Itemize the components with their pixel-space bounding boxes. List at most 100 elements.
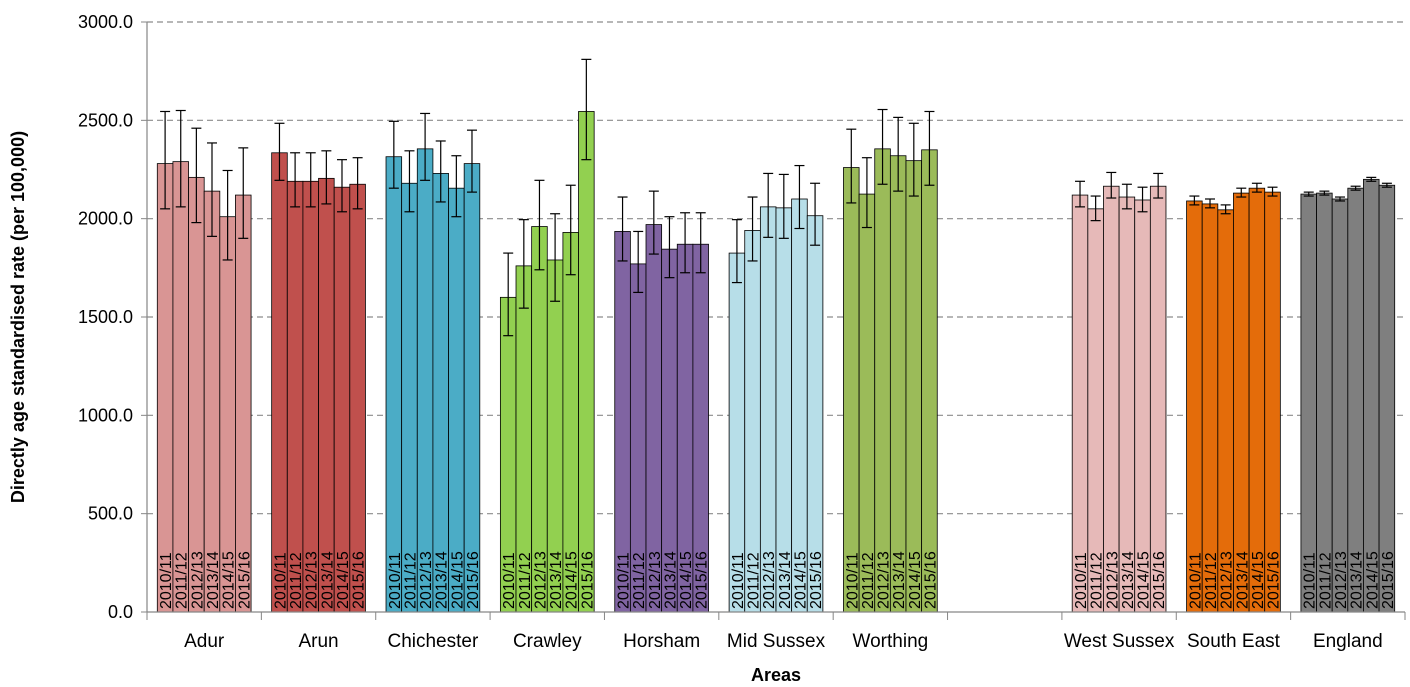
- bar-period-label: 2011/12: [1203, 552, 1220, 609]
- bar-period-label: 2014/15: [449, 551, 466, 609]
- bar-period-labels: 2010/112011/122012/132013/142014/152015/…: [158, 551, 1397, 609]
- bar-period-label: 2010/11: [501, 552, 518, 609]
- bar: [874, 148, 891, 613]
- bar-period-label: 2010/11: [1302, 552, 1319, 609]
- y-axis-title: Directly age standardised rate (per 100,…: [8, 131, 28, 503]
- bar: [1186, 200, 1203, 613]
- bar-period-label: 2011/12: [1317, 552, 1334, 609]
- bar: [235, 194, 252, 613]
- y-axis-tick-labels: 0.0 500.0 1000.0 1500.0 2000.0 2500.0 3000.0: [78, 12, 133, 622]
- y-tick-label: 2500.0: [78, 110, 133, 130]
- bar-period-label: 2013/14: [205, 551, 222, 609]
- bar-period-label: 2014/15: [1136, 551, 1153, 609]
- bar-period-label: 2013/14: [548, 551, 565, 609]
- bar-period-label: 2010/11: [616, 552, 633, 609]
- bar-period-label: 2014/15: [1250, 551, 1267, 609]
- bar: [271, 152, 288, 613]
- bars: [156, 111, 1396, 613]
- bar-period-label: 2011/12: [402, 552, 419, 609]
- bar: [1103, 185, 1120, 613]
- bar-period-label: 2014/15: [335, 551, 352, 609]
- bar: [286, 180, 304, 613]
- bar-period-label: 2011/12: [860, 552, 877, 609]
- axes: [141, 21, 1406, 620]
- x-category-label: South East: [1187, 631, 1281, 652]
- bar-period-label: 2013/14: [434, 551, 451, 609]
- bar-period-label: 2014/15: [1364, 551, 1381, 609]
- bar: [302, 180, 319, 613]
- bar-period-label: 2012/13: [1104, 551, 1121, 609]
- bar-period-label: 2011/12: [517, 552, 534, 609]
- bar: [1248, 187, 1266, 613]
- bar-period-label: 2013/14: [1234, 551, 1251, 609]
- bar-period-label: 2013/14: [1349, 551, 1366, 609]
- bar: [448, 187, 465, 613]
- bar: [1363, 178, 1380, 613]
- bar-period-label: 2012/13: [418, 551, 435, 609]
- bar: [432, 173, 449, 613]
- x-category-label: Crawley: [513, 631, 582, 652]
- bar-period-label: 2010/11: [272, 552, 289, 609]
- y-tick-label: 2000.0: [78, 209, 133, 229]
- bar: [385, 156, 403, 613]
- bar-period-label: 2010/11: [1073, 552, 1090, 609]
- bar-period-label: 2013/14: [777, 551, 794, 609]
- x-category-label: Mid Sussex: [727, 631, 826, 652]
- bar: [1316, 192, 1333, 613]
- bar: [1071, 194, 1089, 613]
- bar-period-label: 2010/11: [158, 552, 175, 609]
- bar: [416, 148, 434, 613]
- bar: [318, 177, 335, 613]
- bar-period-label: 2013/14: [662, 551, 679, 609]
- bar-period-label: 2011/12: [288, 552, 305, 609]
- bar: [1118, 196, 1136, 613]
- bar: [1134, 199, 1151, 613]
- bar: [1264, 191, 1281, 613]
- bar: [1331, 198, 1349, 613]
- bar-period-label: 2011/12: [631, 552, 648, 609]
- bar-period-label: 2012/13: [532, 551, 549, 609]
- bar-period-label: 2015/16: [1266, 551, 1283, 609]
- bar: [1201, 203, 1219, 613]
- x-category-label: Adur: [184, 631, 225, 652]
- bar-period-label: 2015/16: [694, 551, 711, 609]
- y-tick-label: 1000.0: [78, 405, 133, 425]
- bar-period-label: 2015/16: [808, 551, 825, 609]
- bar: [578, 111, 595, 613]
- bar-period-label: 2015/16: [579, 551, 596, 609]
- bar: [188, 176, 205, 613]
- bar-period-label: 2010/11: [1187, 552, 1204, 609]
- y-tick-label: 0.0: [108, 602, 133, 622]
- bar: [349, 183, 366, 613]
- bar: [858, 193, 876, 613]
- bar-period-label: 2015/16: [465, 551, 482, 609]
- x-category-label: England: [1313, 631, 1383, 652]
- error-bars: [160, 58, 1392, 337]
- bar-period-label: 2014/15: [564, 551, 581, 609]
- bar-period-label: 2014/15: [221, 551, 238, 609]
- bar-period-label: 2012/13: [761, 551, 778, 609]
- y-tick-label: 3000.0: [78, 12, 133, 32]
- bar-period-label: 2010/11: [844, 552, 861, 609]
- bar-period-label: 2015/16: [1380, 551, 1397, 609]
- bar: [1378, 184, 1396, 613]
- bar: [156, 163, 174, 613]
- bar: [463, 163, 481, 613]
- y-tick-label: 500.0: [88, 504, 133, 524]
- bar-period-label: 2011/12: [174, 552, 191, 609]
- x-axis-title: Areas: [751, 665, 801, 685]
- bar: [333, 186, 351, 613]
- bar-period-label: 2011/12: [746, 552, 763, 609]
- y-tick-label: 1500.0: [78, 307, 133, 327]
- bar-period-label: 2013/14: [891, 551, 908, 609]
- x-category-label: Arun: [298, 631, 338, 652]
- bar: [1087, 208, 1104, 613]
- x-category-label: Chichester: [387, 631, 478, 652]
- bar-period-label: 2010/11: [730, 552, 747, 609]
- bar-period-label: 2012/13: [1219, 551, 1236, 609]
- bar: [1347, 187, 1364, 613]
- x-category-label: Horsham: [623, 631, 700, 652]
- bar-period-label: 2014/15: [907, 551, 924, 609]
- bar: [905, 160, 923, 613]
- bar-period-label: 2015/16: [351, 551, 368, 609]
